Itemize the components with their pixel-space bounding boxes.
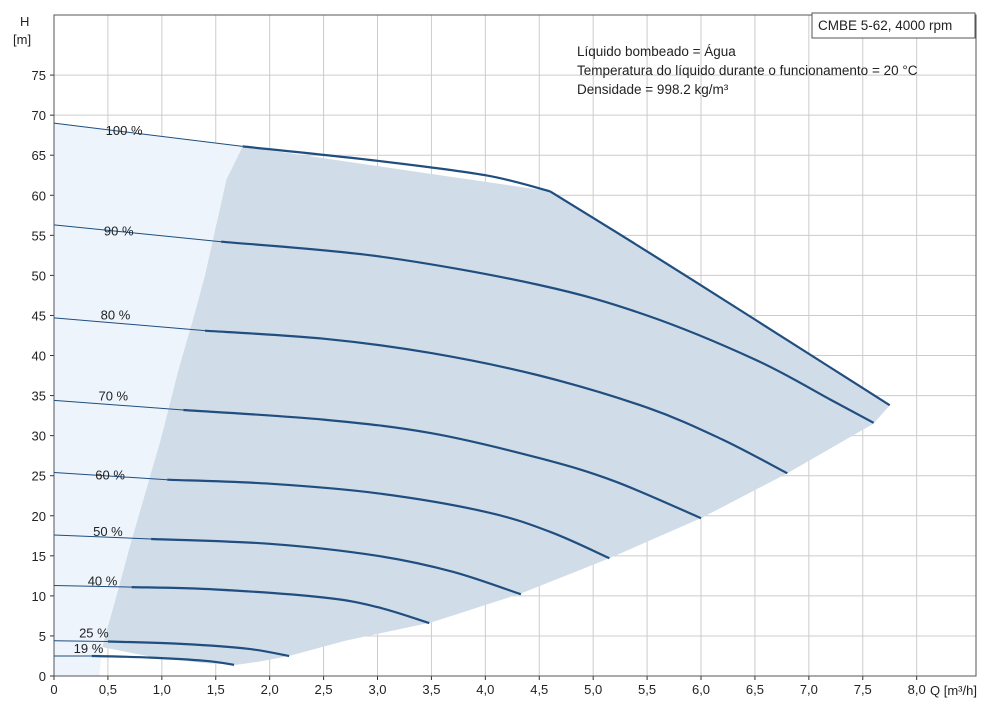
y-tick-label: 10 bbox=[32, 589, 46, 604]
y-tick-label: 35 bbox=[32, 389, 46, 404]
title-box: CMBE 5-62, 4000 rpm bbox=[811, 12, 976, 39]
info-density: Densidade = 998.2 kg/m³ bbox=[577, 82, 729, 97]
y-tick-label: 45 bbox=[32, 308, 46, 323]
curve-70 bbox=[183, 408, 702, 520]
curve-thin-segment bbox=[53, 534, 152, 540]
x-tick-label: 6,5 bbox=[746, 682, 764, 697]
curve-label: 60 % bbox=[95, 468, 125, 483]
x-tick-label: 7,0 bbox=[800, 682, 818, 697]
axes: 0 0,5 1,0 1,5 2,0 2,5 3,0 3,5 4,0 4,5 5,0 5,5 6,0 6,5… bbox=[32, 14, 977, 697]
curve-25 bbox=[107, 640, 290, 658]
x-tick-label: 3,0 bbox=[368, 682, 386, 697]
curve-100-tail bbox=[549, 190, 891, 407]
plot-frame bbox=[53, 14, 977, 677]
curve-thin-segment bbox=[53, 640, 108, 643]
y-tick-label: 30 bbox=[32, 429, 46, 444]
info-panel: Líquido bombeado = Água Temperatura do l… bbox=[577, 44, 918, 97]
curve-label: 70 % bbox=[98, 388, 128, 403]
x-tick-label: 8,0 bbox=[908, 682, 926, 697]
operating-region bbox=[102, 146, 890, 665]
low-flow-region bbox=[54, 123, 243, 676]
curve-100 bbox=[242, 145, 551, 193]
info-liquid: Líquido bombeado = Água bbox=[577, 44, 736, 59]
y-tick-label: 20 bbox=[32, 509, 46, 524]
y-tick-label: 75 bbox=[32, 68, 46, 83]
info-temperature: Temperatura do líquido durante o funcion… bbox=[577, 63, 918, 78]
x-tick-label: 3,5 bbox=[422, 682, 440, 697]
curve-50 bbox=[151, 537, 522, 596]
curve-thin-segment bbox=[53, 224, 222, 243]
x-tick-label: 5,0 bbox=[584, 682, 602, 697]
curve-label: 90 % bbox=[104, 223, 134, 238]
curve-90 bbox=[220, 240, 875, 424]
y-tick-label: 55 bbox=[32, 228, 46, 243]
curve-thin-segment bbox=[53, 584, 132, 588]
x-tick-label: 4,0 bbox=[476, 682, 494, 697]
curve-80 bbox=[204, 329, 788, 475]
curve-label: 50 % bbox=[93, 524, 123, 539]
y-tick-label: 70 bbox=[32, 108, 46, 123]
x-tick-label: 0 bbox=[50, 682, 57, 697]
title-box-frame bbox=[811, 12, 976, 39]
curve-label: 25 % bbox=[79, 626, 109, 641]
x-tick-label: 5,5 bbox=[638, 682, 656, 697]
curve-label: 40 % bbox=[88, 573, 118, 588]
curve-40 bbox=[131, 586, 430, 625]
x-tick-label: 0,5 bbox=[99, 682, 117, 697]
y-axis-unit: [m] bbox=[13, 32, 31, 47]
x-tick-label: 6,0 bbox=[692, 682, 710, 697]
y-axis-title: H bbox=[20, 14, 29, 29]
curve-60 bbox=[167, 478, 610, 560]
curve-19 bbox=[91, 654, 235, 666]
curve-labels: 100 % 90 % 80 % 70 % 60 % 50 % 40 % 25 %19 % bbox=[74, 123, 143, 656]
y-tick-label: 65 bbox=[32, 148, 46, 163]
curve-thin-segment bbox=[53, 399, 184, 411]
x-tick-label: 1,5 bbox=[207, 682, 225, 697]
y-tick-label: 0 bbox=[39, 669, 46, 684]
x-tick-label: 4,5 bbox=[530, 682, 548, 697]
curve-label: 80 % bbox=[101, 307, 131, 322]
curve-thin-segment bbox=[53, 471, 168, 481]
curve-thin-segment bbox=[53, 317, 206, 332]
curve-thin-segment bbox=[53, 122, 243, 147]
y-tick-label: 5 bbox=[39, 629, 46, 644]
x-tick-label: 2,5 bbox=[315, 682, 333, 697]
x-tick-label: 7,5 bbox=[854, 682, 872, 697]
x-tick-label: 2,0 bbox=[261, 682, 279, 697]
x-axis-title: Q [m³/h] bbox=[930, 683, 977, 698]
y-tick-label: 40 bbox=[32, 349, 46, 364]
curve-label: 100 % bbox=[106, 123, 143, 138]
x-tick-label: 1,0 bbox=[153, 682, 171, 697]
y-tick-label: 25 bbox=[32, 469, 46, 484]
curve-label: 19 % bbox=[74, 641, 104, 656]
y-tick-label: 15 bbox=[32, 549, 46, 564]
curves bbox=[53, 122, 891, 666]
y-tick-label: 60 bbox=[32, 188, 46, 203]
y-tick-label: 50 bbox=[32, 268, 46, 283]
chart-title: CMBE 5-62, 4000 rpm bbox=[818, 18, 952, 33]
operating-area bbox=[54, 123, 890, 676]
